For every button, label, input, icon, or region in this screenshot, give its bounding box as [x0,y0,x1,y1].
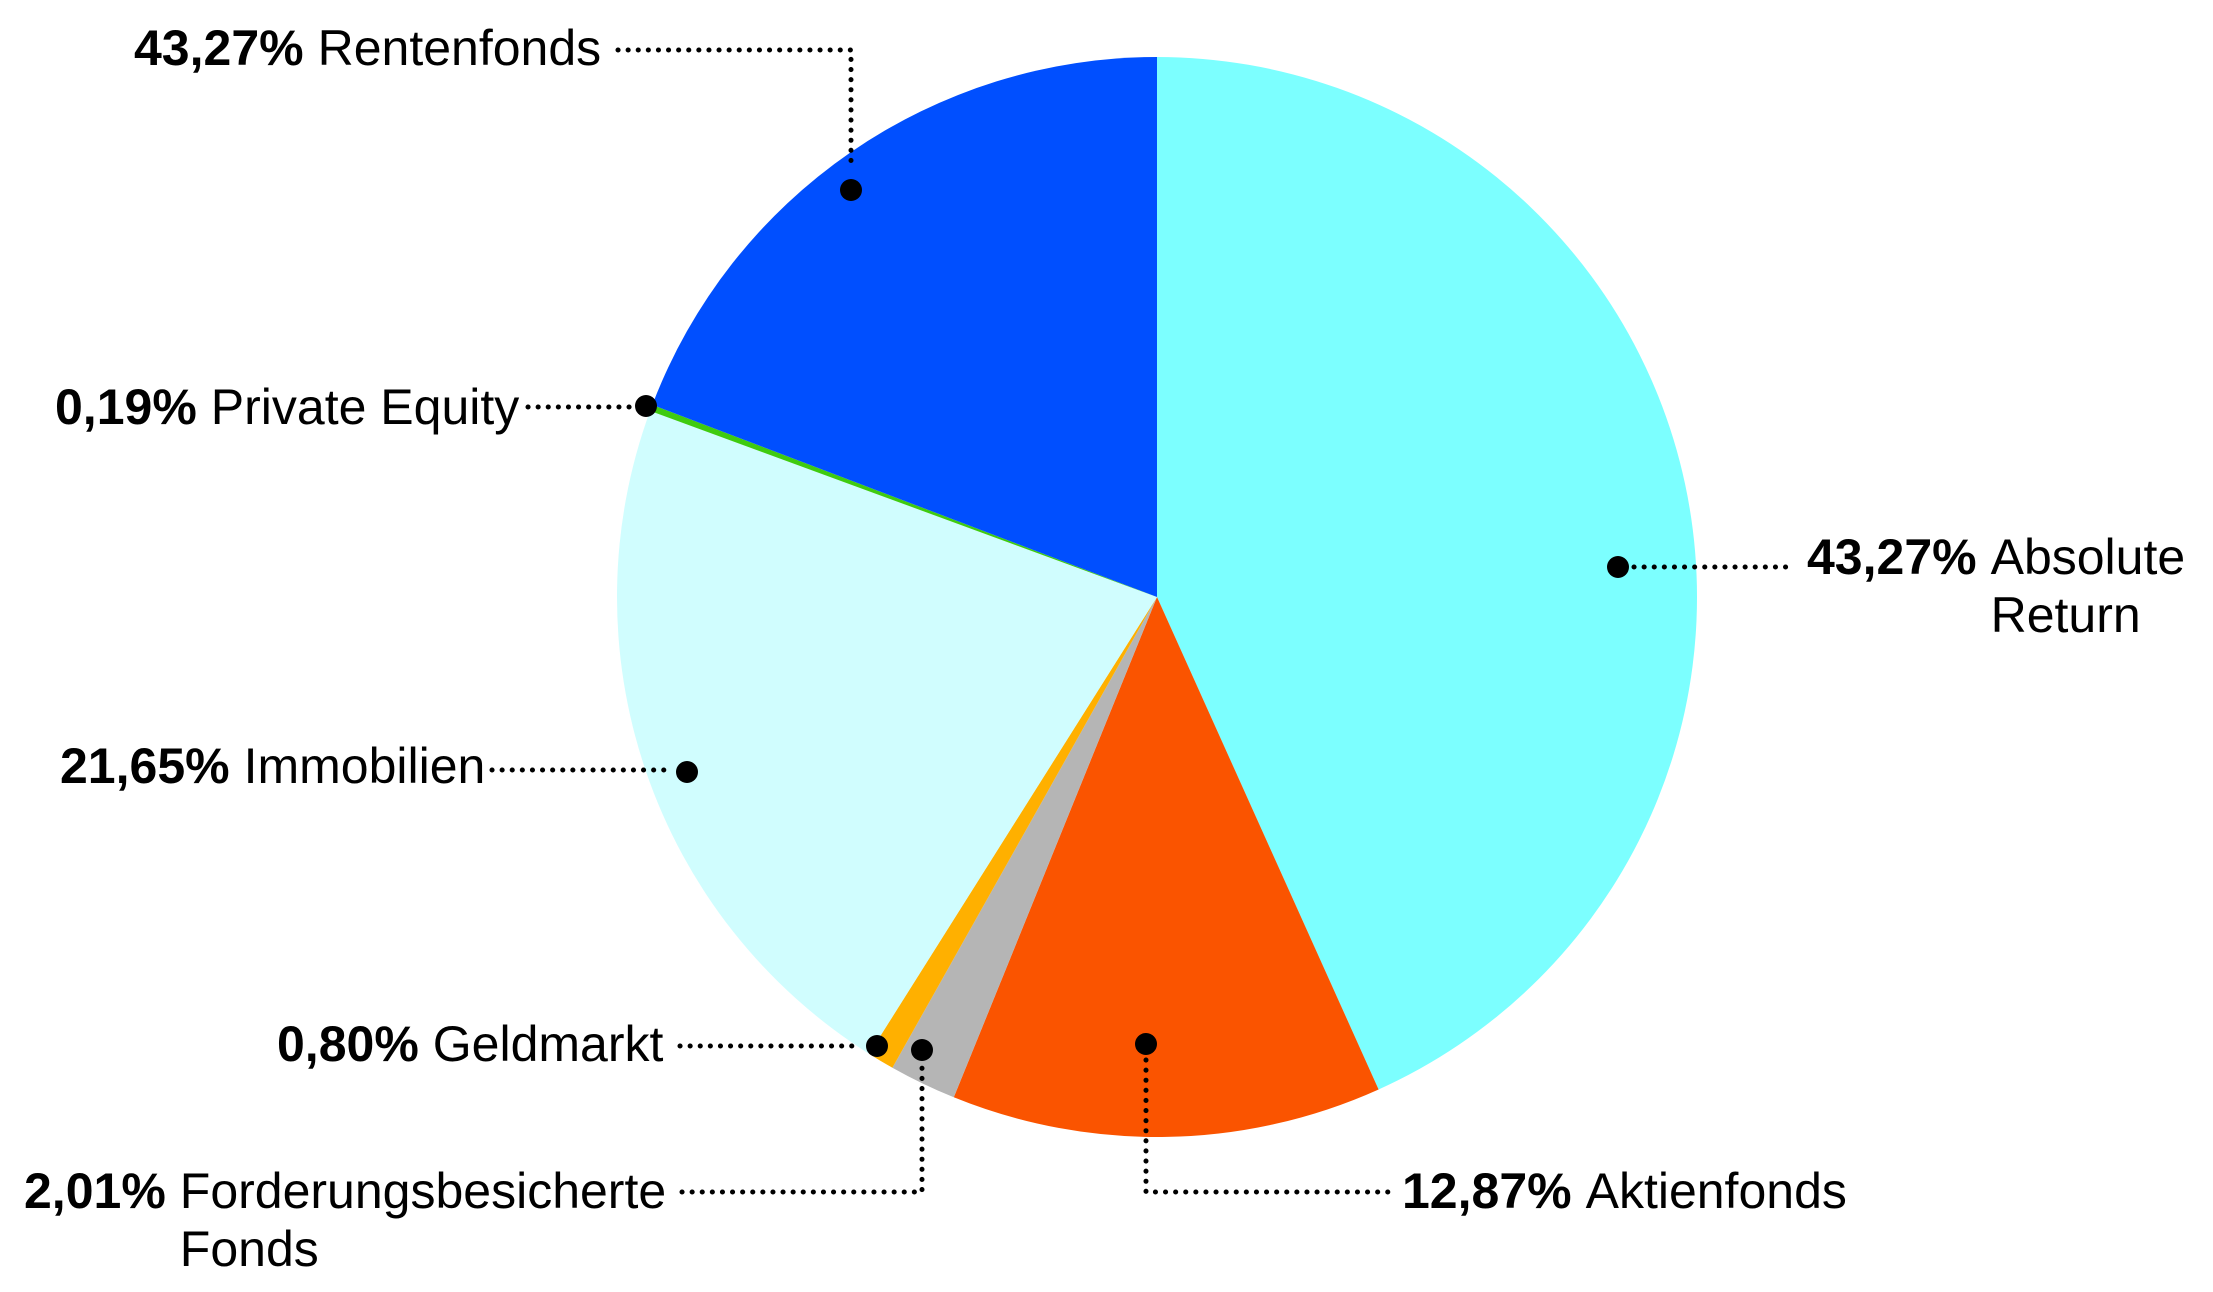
leader-aktienfonds [1143,1057,1391,1195]
label-immobilien: 21,65% Immobilien [60,737,485,795]
marker-aktienfonds [1135,1033,1157,1055]
label-absolute-return: 43,27% Absolute Return [1807,528,2206,644]
label-forderungsbesicherte-fonds-value: 2,01% [24,1163,166,1219]
marker-forderungsbesicherte-fonds [911,1039,933,1061]
leader-rentenfonds [615,47,854,173]
slice-absolute-return [1157,57,1698,1090]
marker-absolute-return [1607,556,1629,578]
label-rentenfonds: 43,27% Rentenfonds [134,19,601,77]
label-aktienfonds-name: Aktienfonds [1585,1163,1847,1219]
label-immobilien-value: 21,65% [60,738,230,794]
marker-rentenfonds [840,179,862,201]
label-geldmarkt: 0,80% Geldmarkt [277,1015,663,1073]
slice-immobilien [616,410,1157,1054]
label-rentenfonds-value: 43,27% [134,20,304,76]
slice-forderungsbesicherte-fonds [892,597,1157,1098]
label-aktienfonds: 12,87% Aktienfonds [1402,1162,1847,1220]
slice-private-equity [650,404,1157,597]
label-private-equity: 0,19% Private Equity [55,378,519,436]
label-absolute-return-value: 43,27% [1807,529,1977,585]
marker-private-equity [635,395,657,417]
label-forderungsbesicherte-fonds: 2,01% Forderungsbesicherte Fonds [24,1162,667,1278]
label-absolute-return-name: Absolute Return [1990,529,2186,643]
label-aktienfonds-value: 12,87% [1402,1163,1572,1219]
label-geldmarkt-name: Geldmarkt [432,1016,664,1072]
slice-geldmarkt [869,597,1157,1068]
label-rentenfonds-name: Rentenfonds [317,20,602,76]
leader-lines [489,47,1797,1195]
label-geldmarkt-value: 0,80% [277,1016,419,1072]
slice-rentenfonds [652,57,1157,597]
label-immobilien-name: Immobilien [243,738,486,794]
marker-geldmarkt [866,1035,888,1057]
label-private-equity-name: Private Equity [210,379,520,435]
marker-immobilien [676,761,698,783]
slice-aktienfonds [953,597,1379,1138]
leader-forderungsbesicherte-fonds [679,1063,925,1195]
label-private-equity-value: 0,19% [55,379,197,435]
label-forderungsbesicherte-fonds-name: Forderungsbesicherte Fonds [179,1163,667,1277]
slices-layer [616,57,1698,1138]
slice-markers [635,179,1629,1061]
